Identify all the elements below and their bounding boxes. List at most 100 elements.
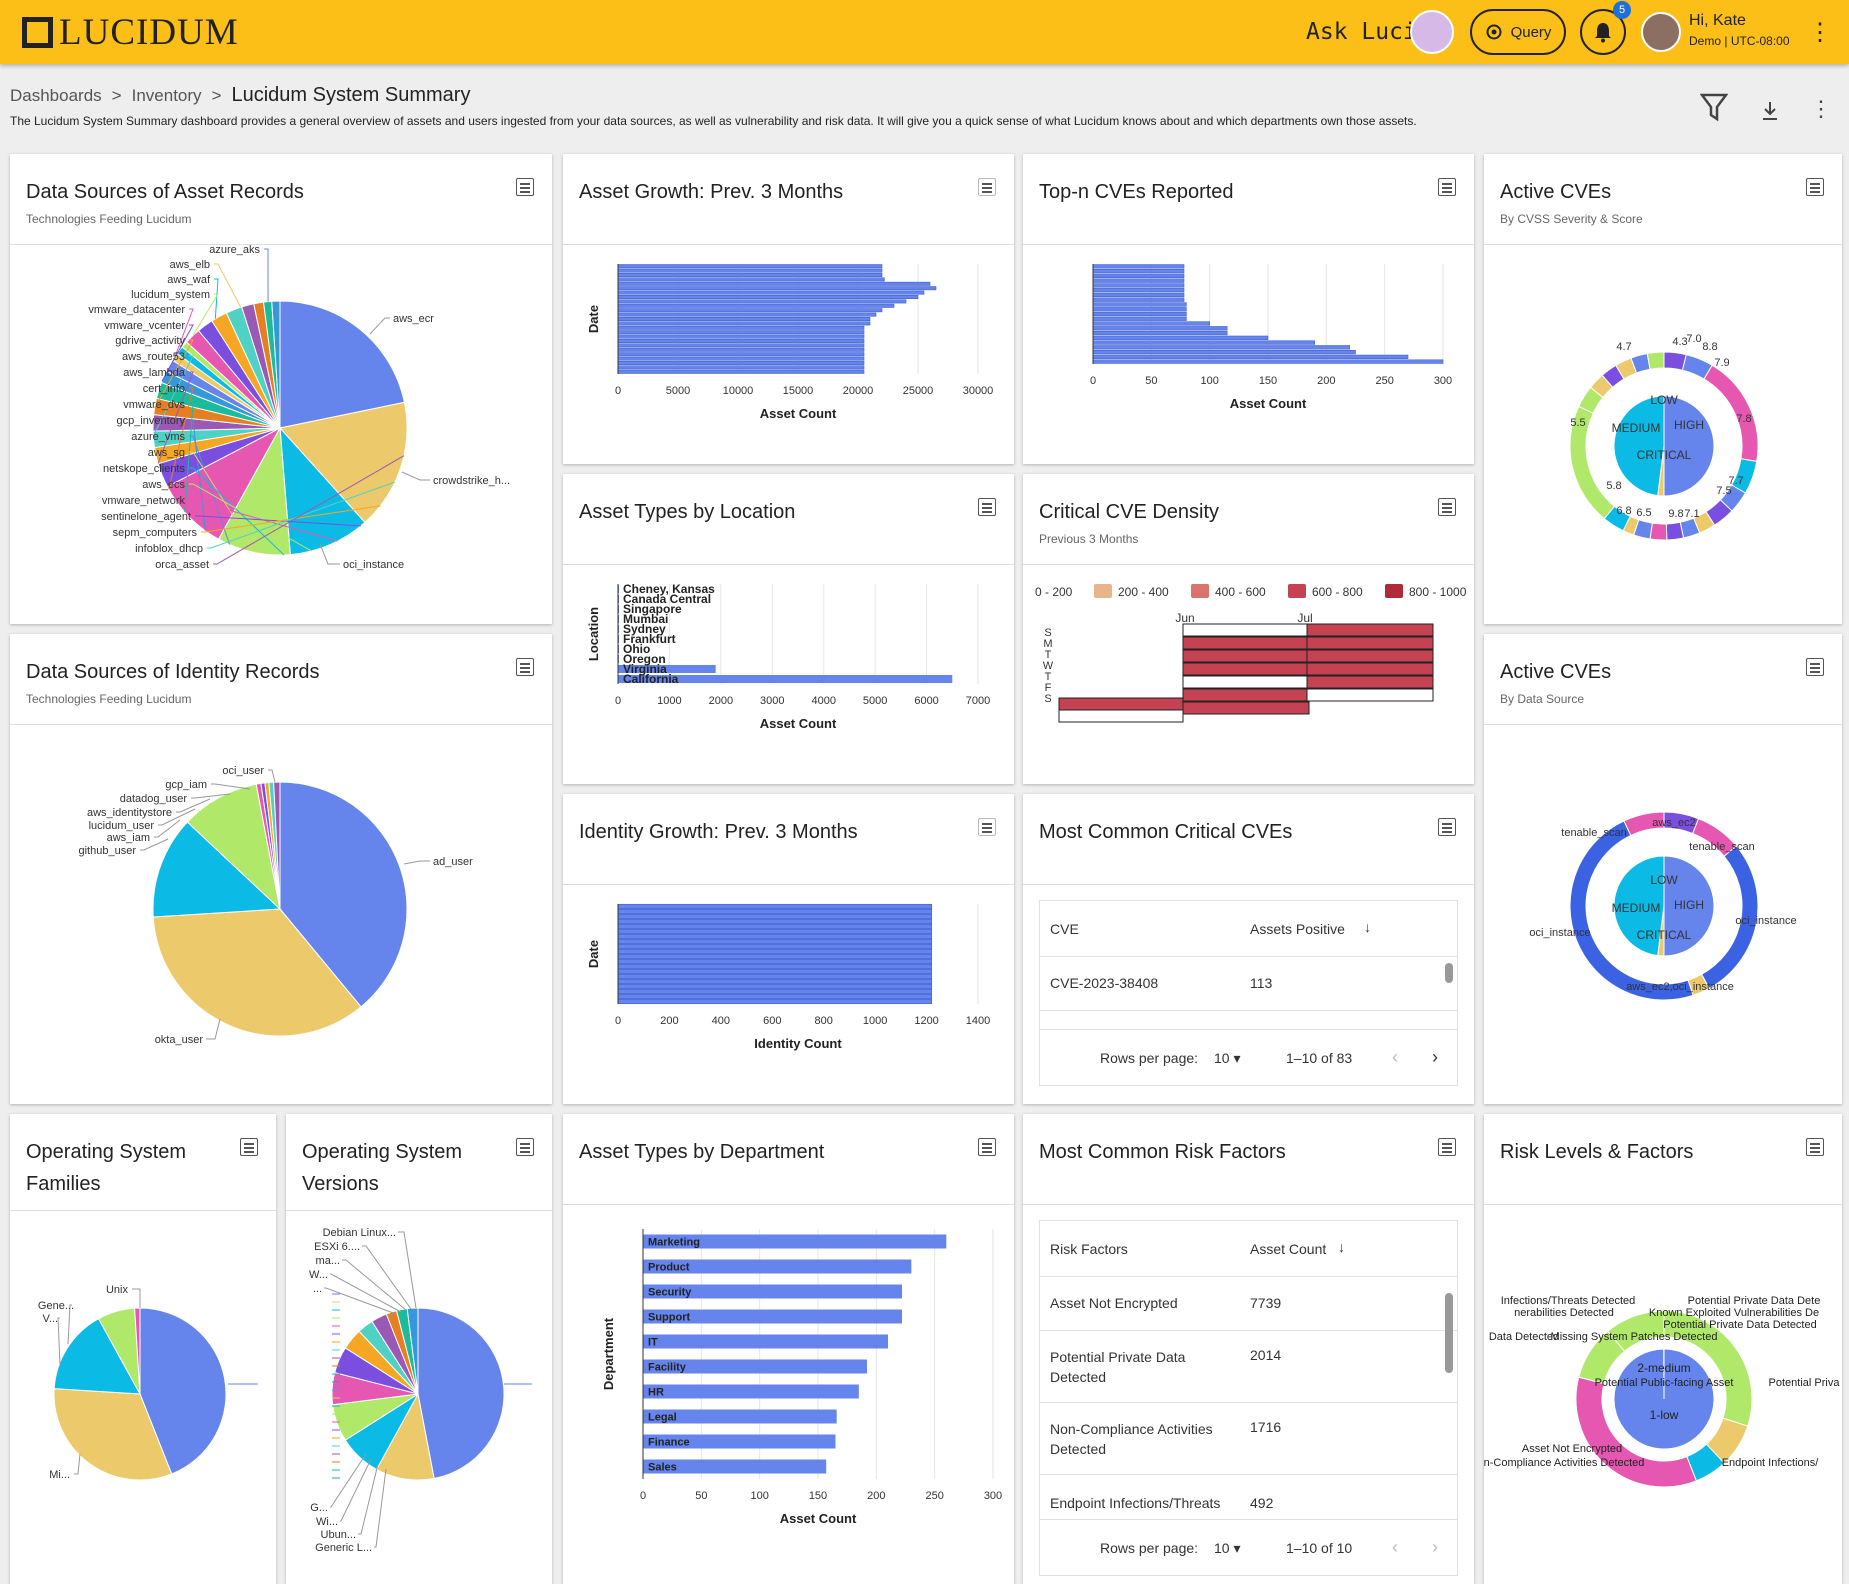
inner-label: MEDIUM: [1612, 421, 1661, 435]
pie-label: vmware_network: [102, 495, 186, 507]
outer-label: 6.8: [1616, 505, 1631, 517]
scrollbar-thumb[interactable]: [1445, 963, 1453, 983]
prev-page-icon[interactable]: ‹: [1392, 1537, 1398, 1557]
breadcrumb-inventory[interactable]: Inventory: [131, 86, 202, 105]
bar: [1092, 321, 1210, 326]
pie-label: aws_lambda: [123, 367, 186, 379]
column-header-count[interactable]: Asset Count: [1250, 1241, 1327, 1257]
bar: [617, 312, 877, 317]
divider: [563, 884, 1014, 885]
outer-label: 7.1: [1684, 508, 1699, 520]
bar: [617, 286, 937, 291]
card-menu-icon[interactable]: [978, 818, 996, 836]
asset-count: 492: [1250, 1495, 1274, 1511]
table-row[interactable]: Non-Compliance Activities Detected 1716: [1040, 1403, 1457, 1475]
lucidum-logo[interactable]: LUCIDUM: [22, 12, 239, 53]
table-row[interactable]: CVE-2023-38408 113: [1040, 957, 1457, 1011]
table-row[interactable]: Potential Private Data Detected 2014: [1040, 1331, 1457, 1403]
leader-line: [158, 808, 196, 826]
column-header-risk[interactable]: Risk Factors: [1050, 1241, 1128, 1257]
card-menu-icon[interactable]: [978, 1138, 996, 1156]
next-page-icon[interactable]: ›: [1432, 1537, 1438, 1557]
rows-per-page-select[interactable]: 10 ▾: [1214, 1540, 1241, 1556]
tick-label: 0: [1090, 375, 1096, 387]
card-menu-icon[interactable]: [978, 498, 996, 516]
pie-label: Mi...: [49, 1469, 70, 1481]
download-icon[interactable]: [1760, 100, 1780, 122]
bar: [617, 330, 865, 335]
user-avatar[interactable]: [1641, 12, 1681, 52]
card-menu-icon[interactable]: [1438, 178, 1456, 196]
card-menu-icon[interactable]: [516, 658, 534, 676]
card-menu-icon[interactable]: [1806, 658, 1824, 676]
rows-per-page-select[interactable]: 10 ▾: [1214, 1050, 1241, 1066]
bar: [617, 968, 933, 975]
risk-factor: Non-Compliance Activities Detected: [1050, 1421, 1213, 1457]
filter-icon[interactable]: [1700, 92, 1728, 122]
bar: [617, 290, 925, 295]
sort-arrow-icon[interactable]: ↓: [1338, 1239, 1345, 1255]
card-menu-icon[interactable]: [240, 1138, 258, 1156]
outer-label: 8.8: [1702, 341, 1717, 353]
card-menu-icon[interactable]: [1806, 178, 1824, 196]
bar: [1092, 278, 1185, 283]
card-subtitle: Previous 3 Months: [1039, 532, 1139, 546]
inner-slice: [1663, 395, 1715, 497]
breadcrumb-dashboards[interactable]: Dashboards: [10, 86, 102, 105]
pie-label: V...: [43, 1313, 59, 1325]
heatmap-cell: [1182, 701, 1310, 715]
divider: [563, 564, 1014, 565]
inner-slice: [1613, 395, 1665, 497]
tick-label: 1400: [966, 1015, 990, 1027]
card-menu-icon[interactable]: [1438, 498, 1456, 516]
heatmap-cell: [1182, 688, 1310, 702]
column-header-cve[interactable]: CVE: [1050, 921, 1079, 937]
pie-label: vmware_dvs: [123, 399, 185, 411]
page-more-icon[interactable]: ⋮: [1810, 96, 1832, 121]
tick-label: 150: [809, 1490, 827, 1502]
tick-label: 300: [984, 1490, 1002, 1502]
notifications-button[interactable]: [1580, 9, 1626, 55]
ask-luci-label: Ask Luci:: [1306, 19, 1431, 45]
outer-label: Infections/Threats Detected: [1501, 1295, 1636, 1307]
leader-line: [211, 783, 251, 790]
pie-label: Unix: [106, 1284, 129, 1296]
next-page-icon[interactable]: ›: [1432, 1047, 1438, 1067]
card-risk-factors: Most Common Risk Factors Risk Factors As…: [1023, 1114, 1474, 1584]
query-button[interactable]: Query: [1470, 9, 1566, 55]
card-menu-icon[interactable]: [516, 178, 534, 196]
luci-avatar[interactable]: [1410, 10, 1454, 54]
table-row[interactable]: Endpoint Infections/Threats 492: [1040, 1475, 1457, 1525]
outer-label: 5.5: [1570, 417, 1585, 429]
outer-label: 4.7: [1616, 341, 1631, 353]
bar: [1092, 354, 1409, 359]
card-menu-icon[interactable]: [978, 178, 996, 196]
card-active-cves-severity: Active CVEs By CVSS Severity & Score LOW…: [1484, 154, 1842, 624]
bar: [1092, 288, 1185, 293]
card-menu-icon[interactable]: [1438, 818, 1456, 836]
user-org: Demo: [1689, 34, 1722, 48]
sort-arrow-icon[interactable]: ↓: [1364, 919, 1371, 935]
outer-label: n-Compliance Activities Detected: [1484, 1457, 1644, 1469]
card-menu-icon[interactable]: [1438, 1138, 1456, 1156]
asset-count: 2014: [1250, 1347, 1282, 1363]
y-axis-label: Location: [586, 607, 601, 661]
prev-page-icon[interactable]: ‹: [1392, 1047, 1398, 1067]
tick-label: 0: [615, 385, 621, 397]
column-header-assets[interactable]: Assets Positive: [1250, 921, 1345, 937]
outer-label: 7.9: [1714, 357, 1729, 369]
app-more-icon[interactable]: ⋮: [1808, 19, 1832, 46]
heatmap-cell: [1182, 623, 1310, 637]
pie-label: W...: [309, 1269, 328, 1281]
pie-label: azure_aks: [209, 244, 260, 256]
bar: [643, 1384, 859, 1399]
inner-label: LOW: [1650, 873, 1678, 887]
card-menu-icon[interactable]: [1806, 1138, 1824, 1156]
card-menu-icon[interactable]: [516, 1138, 534, 1156]
bar: [1092, 335, 1269, 340]
leader-line: [157, 371, 194, 464]
table-row[interactable]: Asset Not Encrypted 7739: [1040, 1277, 1457, 1331]
bar: [1092, 273, 1185, 279]
scrollbar-thumb[interactable]: [1445, 1293, 1453, 1373]
bar: [617, 281, 931, 286]
